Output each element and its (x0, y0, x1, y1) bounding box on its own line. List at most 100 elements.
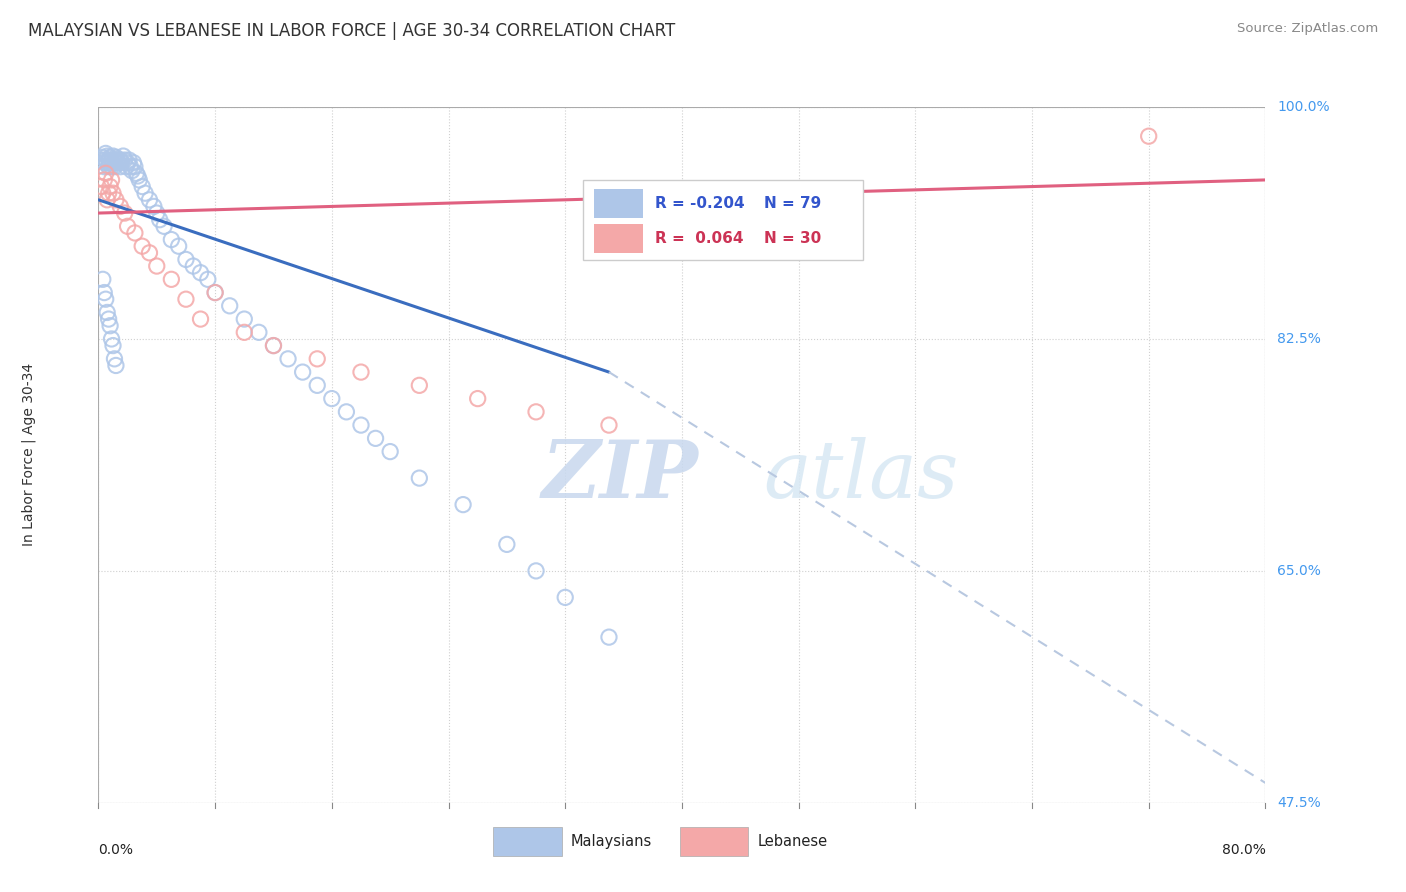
Text: R = -0.204: R = -0.204 (655, 196, 745, 211)
Point (598, 418, 620, 433)
Point (103, 153, 125, 167)
Point (524, 564, 547, 578)
Point (98, 318, 121, 333)
Point (117, 155, 139, 169)
Point (96, 155, 118, 169)
Text: In Labor Force | Age 30-34: In Labor Force | Age 30-34 (21, 363, 35, 547)
Point (1137, 129, 1160, 144)
Point (115, 160, 138, 174)
Point (105, 153, 128, 167)
Point (94, 292, 117, 306)
Point (96, 193, 118, 207)
Point (91, 186, 114, 201)
Point (233, 312, 256, 326)
Point (160, 272, 183, 286)
Point (100, 160, 122, 174)
Point (111, 155, 134, 169)
Point (146, 206, 169, 220)
Point (114, 153, 136, 167)
FancyBboxPatch shape (679, 827, 748, 856)
Point (277, 351, 299, 366)
Point (190, 266, 212, 280)
Point (197, 272, 219, 286)
Point (98, 179, 121, 194)
Point (97, 312, 120, 326)
Text: N = 79: N = 79 (763, 196, 821, 211)
Point (174, 292, 197, 306)
Point (554, 591, 576, 605)
Point (93, 155, 115, 169)
FancyBboxPatch shape (582, 180, 863, 260)
Text: 80.0%: 80.0% (1222, 843, 1265, 856)
Point (100, 173, 122, 187)
Point (350, 418, 373, 433)
Text: atlas: atlas (763, 437, 959, 515)
FancyBboxPatch shape (494, 827, 562, 856)
Point (112, 149, 135, 163)
Point (146, 259, 169, 273)
Point (127, 169, 149, 183)
Point (94, 146, 117, 161)
Text: R =  0.064: R = 0.064 (655, 231, 744, 246)
Text: ZIP: ZIP (541, 437, 699, 515)
Point (291, 365, 314, 379)
Point (104, 193, 127, 207)
Point (101, 338, 124, 352)
Point (204, 285, 226, 300)
Point (100, 332, 122, 346)
Point (247, 326, 270, 340)
Point (91, 272, 114, 286)
Point (131, 239, 153, 253)
Point (350, 365, 373, 379)
Point (408, 471, 430, 485)
Point (131, 179, 153, 194)
Text: 47.5%: 47.5% (1277, 796, 1320, 810)
Point (97, 186, 120, 201)
Point (110, 153, 132, 167)
Point (307, 378, 329, 392)
Text: 100.0%: 100.0% (1277, 100, 1330, 114)
FancyBboxPatch shape (595, 224, 644, 253)
Point (94, 153, 117, 167)
Point (120, 160, 142, 174)
Point (181, 259, 204, 273)
Point (121, 163, 143, 178)
Point (134, 186, 156, 201)
Point (90, 153, 112, 167)
Point (233, 326, 256, 340)
Point (467, 392, 489, 406)
Point (335, 405, 357, 419)
Point (122, 155, 145, 169)
Point (96, 149, 118, 163)
Point (128, 173, 150, 187)
Point (321, 392, 343, 406)
Point (262, 338, 284, 352)
Point (101, 155, 124, 169)
Point (90, 179, 112, 194)
Point (104, 155, 127, 169)
Point (103, 351, 125, 366)
Text: 0.0%: 0.0% (98, 843, 134, 856)
Point (98, 150, 121, 164)
Text: 65.0%: 65.0% (1277, 564, 1322, 578)
Point (108, 155, 131, 169)
Point (125, 166, 148, 180)
Point (408, 378, 430, 392)
Point (97, 153, 120, 167)
Point (91, 150, 114, 164)
Point (364, 431, 387, 445)
Point (495, 537, 517, 551)
Point (307, 351, 329, 366)
Point (93, 173, 115, 187)
Point (104, 359, 127, 373)
Point (598, 630, 620, 644)
Point (218, 299, 240, 313)
Point (160, 233, 183, 247)
Point (204, 285, 226, 300)
Point (110, 199, 132, 213)
Point (118, 153, 141, 167)
Point (94, 166, 117, 180)
Point (378, 444, 402, 458)
Point (149, 212, 172, 227)
Point (138, 245, 160, 260)
